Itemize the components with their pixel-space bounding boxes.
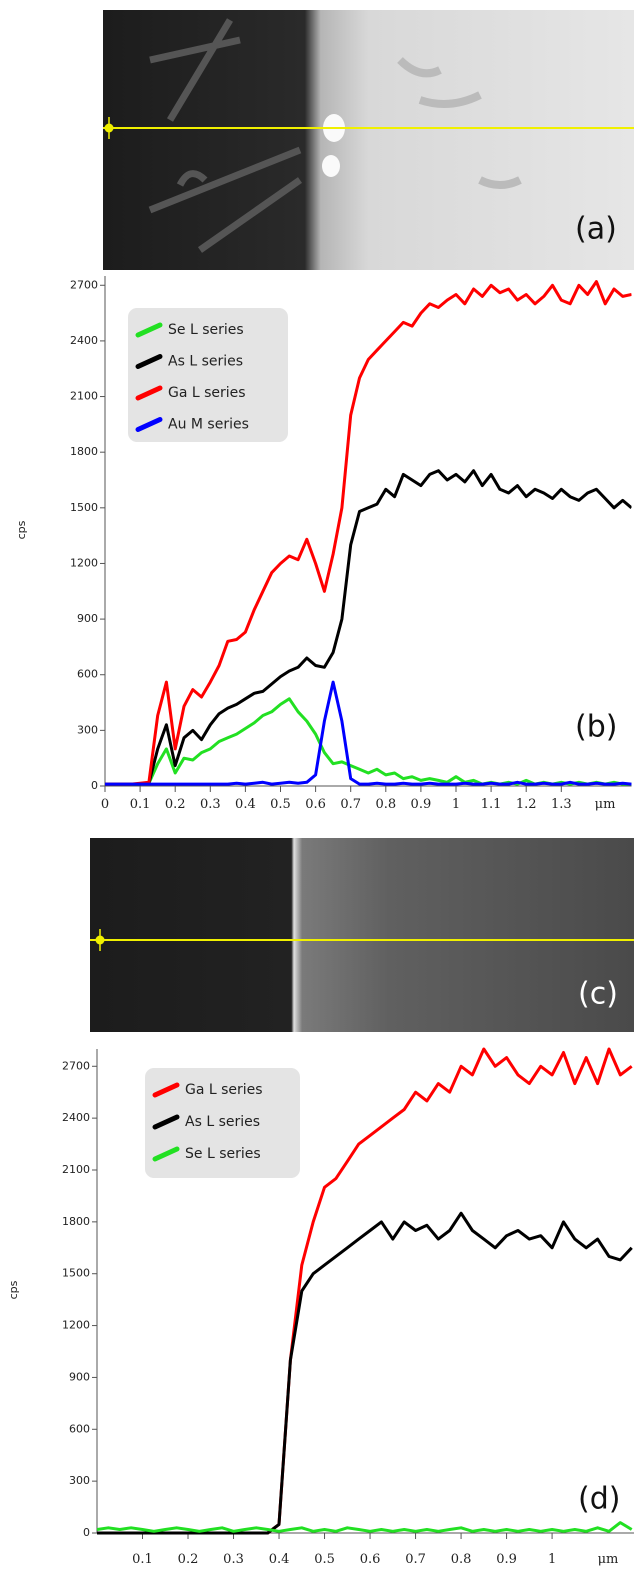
x-tick-label: 0.8 <box>375 797 396 812</box>
x-tick-label: 0.7 <box>405 1552 426 1567</box>
chart: 0 300 600 900 1200 1500 1800 2100 2400 2700 0.1 0.2… <box>7 1047 634 1567</box>
y-tick-label: 2400 <box>70 334 98 347</box>
legend-label: Se L series <box>185 1146 261 1162</box>
series-line <box>105 469 632 786</box>
legend-swatch <box>135 322 163 338</box>
y-tick-label: 2700 <box>70 278 98 291</box>
lines <box>105 280 632 786</box>
legend-swatch <box>135 417 163 432</box>
y-tick-label: 900 <box>77 612 98 625</box>
y-tick-label: 1200 <box>70 556 98 569</box>
x-tick-label: 0.2 <box>165 797 186 812</box>
chart: 0 300 600 900 1200 1500 1800 2100 2400 2700 0 0.1 0.… <box>15 276 632 812</box>
y-tick-label: 300 <box>77 723 98 736</box>
image-c: (c) <box>90 838 634 1032</box>
legend-swatch <box>135 385 163 401</box>
y-tick-label: 1500 <box>62 1267 90 1280</box>
x-tick-label: 1 <box>452 797 460 812</box>
y-tick-label: 1800 <box>70 445 98 458</box>
legend-swatch <box>135 354 163 369</box>
y-tick-label: 2100 <box>70 390 98 403</box>
legend-label: Ga L series <box>168 385 246 401</box>
panel-label: (a) <box>575 212 617 247</box>
lines <box>97 1047 633 1535</box>
x-tick-label: 0.4 <box>235 797 256 812</box>
panel-label: (b) <box>575 710 617 745</box>
x-tick-label: 0.2 <box>178 1552 199 1567</box>
x-tick-label: 0.5 <box>270 797 291 812</box>
x-tick-label: 1.3 <box>551 797 572 812</box>
y-tick-label: 600 <box>69 1422 90 1435</box>
x-tick-label: 0.3 <box>200 797 221 812</box>
legend-swatch <box>152 1082 180 1098</box>
legend-label: Ga L series <box>185 1082 263 1098</box>
legend-label: Au M series <box>168 417 249 433</box>
series-line <box>105 680 632 786</box>
y-tick-label: 2700 <box>62 1059 90 1072</box>
x-axis-label: μm <box>595 797 616 812</box>
x-tick-label: 1.2 <box>516 797 537 812</box>
y-tick-label: 1800 <box>62 1215 90 1228</box>
x-tick-label: 0.7 <box>340 797 361 812</box>
x-tick-label: 0.3 <box>223 1552 244 1567</box>
panel-label: (d) <box>578 1482 620 1517</box>
y-tick-label: 2400 <box>62 1111 90 1124</box>
x-tick-label: 0.6 <box>360 1552 381 1567</box>
x-tick-label: 0 <box>101 797 109 812</box>
series-line <box>105 280 632 786</box>
x-tick-label: 0.8 <box>451 1552 472 1567</box>
x-tick-label: 1 <box>548 1552 556 1567</box>
x-tick-label: 0.1 <box>132 1552 153 1567</box>
x-axis-label: μm <box>598 1552 619 1567</box>
x-tick-label: 1.1 <box>481 797 502 812</box>
legend-label: As L series <box>168 354 243 370</box>
legend-label: Se L series <box>168 322 244 338</box>
x-tick-label: 0.1 <box>130 797 151 812</box>
y-axis-label: cps <box>7 1280 20 1299</box>
series-line <box>97 1211 633 1535</box>
legend-box <box>145 1068 300 1178</box>
legend-swatch <box>152 1114 180 1130</box>
legend-label: As L series <box>185 1114 260 1130</box>
panel-label: (c) <box>578 977 618 1012</box>
y-tick-label: 300 <box>69 1474 90 1487</box>
x-tick-label: 0.9 <box>411 797 432 812</box>
x-tick-label: 0.6 <box>305 797 326 812</box>
y-axis-label: cps <box>15 520 28 539</box>
y-tick-label: 0 <box>83 1526 90 1539</box>
y-tick-label: 1200 <box>62 1319 90 1332</box>
legend-box <box>128 308 288 442</box>
y-tick-label: 1500 <box>70 501 98 514</box>
x-tick-label: 0.4 <box>269 1552 290 1567</box>
series-line <box>97 1521 633 1533</box>
y-tick-label: 600 <box>77 668 98 681</box>
y-tick-label: 0 <box>91 779 98 792</box>
image-a: (a) <box>103 10 634 270</box>
y-tick-label: 2100 <box>62 1163 90 1176</box>
x-tick-label: 0.9 <box>496 1552 517 1567</box>
legend-swatch <box>152 1146 180 1162</box>
x-tick-label: 0.5 <box>314 1552 335 1567</box>
y-tick-label: 900 <box>69 1370 90 1383</box>
